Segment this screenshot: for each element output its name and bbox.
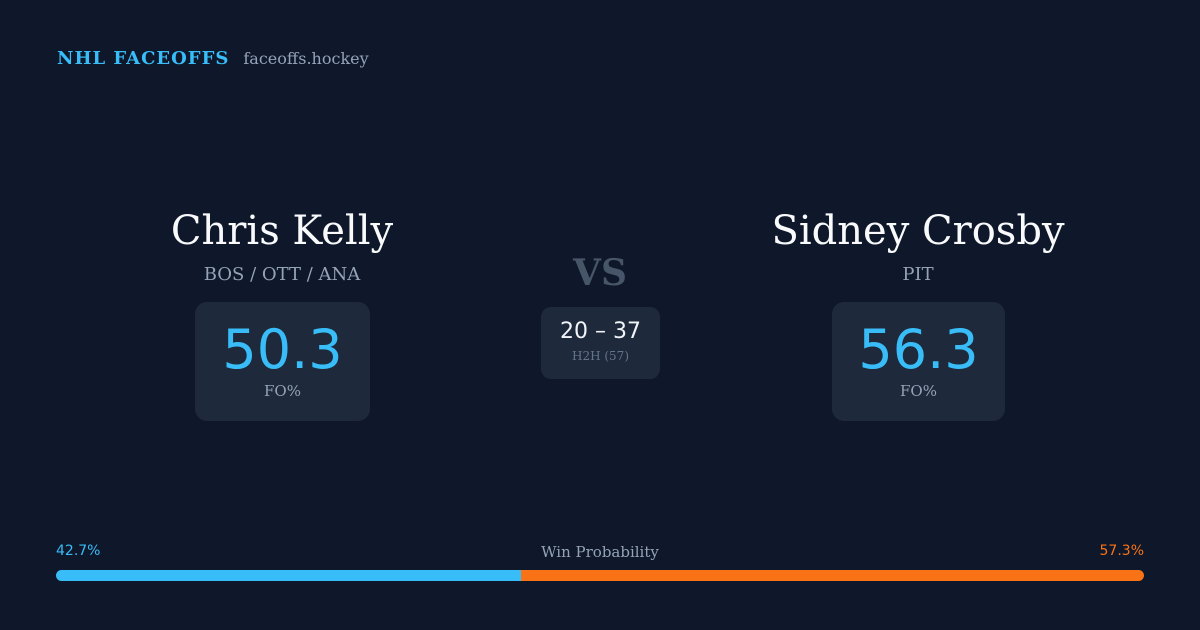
right-player: Sidney Crosby PIT [708, 205, 1128, 287]
left-faceoff-value: 50.3 [222, 318, 343, 381]
right-win-probability: 57.3% [1099, 543, 1144, 559]
left-faceoff-label: FO% [264, 382, 301, 400]
brand-title: NHL FACEOFFS [57, 48, 230, 69]
left-player-teams: BOS / OTT / ANA [203, 264, 361, 285]
head-to-head-card: 20 – 37 H2H (57) [541, 307, 660, 379]
left-probability-fill [56, 570, 521, 581]
head-to-head-label: H2H (57) [571, 349, 629, 363]
right-faceoff-value: 56.3 [858, 318, 979, 381]
right-probability-fill [520, 570, 1144, 581]
versus-label: VS [573, 252, 627, 294]
win-probability-title: Win Probability [541, 543, 659, 561]
left-faceoff-card: 50.3 FO% [195, 302, 370, 421]
right-faceoff-label: FO% [900, 382, 937, 400]
brand-header: NHL FACEOFFS faceoffs.hockey [57, 48, 369, 69]
left-player-name: Chris Kelly [170, 208, 394, 254]
left-win-probability: 42.7% [56, 543, 101, 559]
right-player-name: Sidney Crosby [771, 208, 1065, 254]
win-probability-labels: 42.7% Win Probability 57.3% [56, 543, 1144, 563]
left-player: Chris Kelly BOS / OTT / ANA [72, 205, 492, 287]
brand-domain: faceoffs.hockey [243, 49, 369, 68]
win-probability-bar [56, 570, 1144, 581]
right-faceoff-card: 56.3 FO% [832, 302, 1005, 421]
right-player-teams: PIT [902, 264, 934, 285]
head-to-head-score: 20 – 37 [560, 319, 641, 344]
